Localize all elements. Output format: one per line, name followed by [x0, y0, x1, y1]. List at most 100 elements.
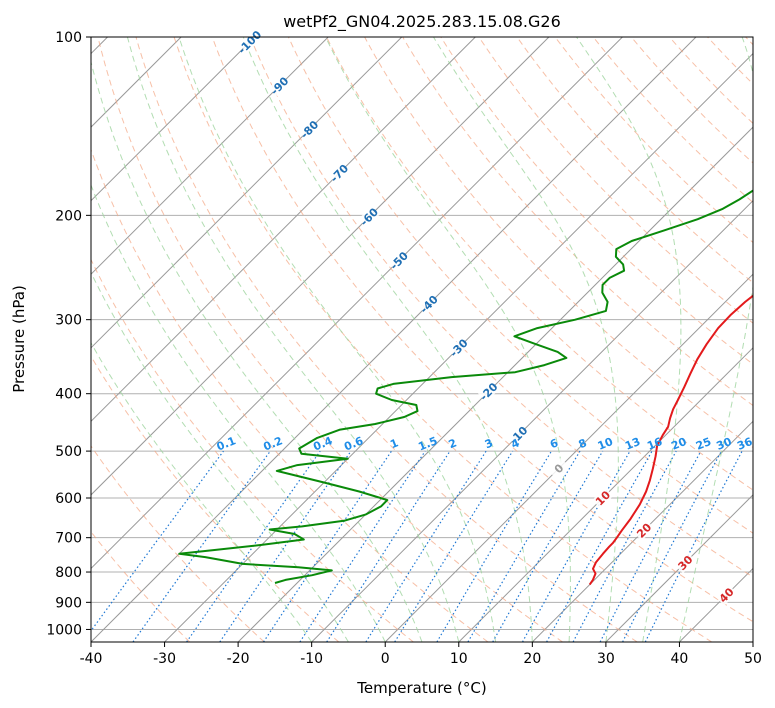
isotherm-label-bg	[328, 162, 350, 184]
dry-adiabat-line	[478, 37, 753, 324]
ticks-layer: -40 -30 -20 -10 0 10 20 30 40 50 100 200 300 400 500 60…	[46, 30, 762, 667]
dry-adiabat-line	[97, 37, 563, 642]
isotherm-label-bg	[388, 249, 410, 272]
mixing-ratio-label: 10	[596, 435, 615, 453]
isotherm-line	[91, 37, 623, 570]
series-layer	[178, 189, 753, 586]
mixing-ratio-line	[394, 450, 514, 642]
x-tick-label: 40	[671, 651, 689, 667]
dry-adiabat-line	[135, 37, 638, 642]
isotherm-label-bg	[548, 457, 570, 480]
mixing-ratio-label: 13	[623, 435, 642, 453]
grid-layer	[91, 37, 753, 642]
chart-title: wetPf2_GN04.2025.283.15.08.G26	[283, 12, 561, 32]
x-tick-label: 10	[450, 651, 468, 667]
mixing-ratio-label: 1	[388, 436, 400, 451]
isotherm-label-bg	[633, 519, 655, 541]
y-tick-label: 1000	[46, 622, 82, 638]
isotherm-label-bg	[298, 118, 320, 141]
dry-adiabat-line	[326, 37, 753, 491]
isotherm-line	[237, 126, 753, 642]
mixing-ratio-line	[186, 450, 321, 642]
mixing-ratio-line	[572, 450, 677, 642]
mixing-ratio-line	[91, 450, 224, 632]
y-tick-label: 200	[55, 208, 82, 224]
mixing-ratio-label: 36	[735, 435, 754, 453]
y-tick-label: 400	[55, 387, 82, 403]
x-tick-label: 0	[381, 651, 390, 667]
mixing-ratio-label: 3	[483, 436, 495, 451]
mixing-ratio-line	[263, 450, 392, 642]
x-tick-label: 50	[744, 651, 762, 667]
x-axis-label: Temperature (°C)	[356, 679, 486, 697]
dry-adiabat-line	[287, 37, 753, 534]
mixing-ratio-label: 2	[447, 436, 459, 451]
dewpoint-profile-line	[178, 189, 753, 584]
mixing-ratio-line	[132, 450, 271, 642]
isotherm-label-bg	[448, 337, 470, 359]
isotherm-line	[91, 37, 697, 642]
isotherm-label-bg	[715, 584, 737, 606]
x-tick-label: 20	[523, 651, 541, 667]
isotherm-line	[91, 37, 550, 496]
mixing-ratio-line	[546, 450, 653, 642]
dry-adiabat-line	[211, 37, 753, 623]
isotherm-line	[458, 347, 753, 642]
mixing-ratio-line	[299, 450, 426, 642]
isotherm-line	[384, 273, 753, 642]
moist-adiabat-line	[91, 271, 349, 642]
dry-adiabat-line	[249, 37, 753, 578]
isotherm-line	[91, 37, 476, 423]
mixing-ratio-label: 8	[577, 436, 589, 451]
y-axis-label: Pressure (hPa)	[10, 285, 28, 393]
y-tick-label: 500	[55, 444, 82, 460]
mixing-ratio-label: 20	[669, 435, 688, 453]
moist-adiabat-line	[325, 37, 571, 642]
y-tick-label: 300	[55, 313, 82, 329]
dry-adiabat-line	[592, 37, 753, 204]
dry-adiabat-line	[402, 37, 753, 407]
x-tick-label: -30	[153, 651, 176, 667]
isotherm-line	[164, 52, 753, 642]
y-tick-label: 800	[55, 565, 82, 581]
x-tick-label: 30	[597, 651, 615, 667]
isotherm-label-bg	[358, 206, 380, 228]
dry-adiabat-line	[91, 445, 265, 642]
mixing-ratio-line	[219, 450, 352, 642]
isotherm-line	[91, 37, 256, 202]
isotherm-line	[91, 37, 329, 275]
isotherm-label-bg	[592, 487, 614, 509]
y-tick-label: 900	[55, 595, 82, 611]
isotherm-label-bg	[477, 380, 500, 403]
dry-adiabat-line	[91, 258, 414, 642]
isotherm-line	[605, 494, 753, 642]
isotherm-line	[91, 37, 403, 349]
y-tick-label: 600	[55, 491, 82, 507]
moist-adiabat-line	[242, 37, 533, 642]
y-tick-label: 100	[55, 30, 82, 46]
moist-adiabat-line	[91, 60, 423, 642]
isotherm-label-bg	[418, 293, 440, 315]
isotherm-label-bg	[507, 424, 530, 446]
y-tick-label: 700	[55, 531, 82, 547]
mixing-ratio-label: 25	[694, 435, 713, 453]
mixing-ratio-label: 16	[645, 435, 664, 453]
x-tick-label: -20	[227, 651, 250, 667]
isotherm-label-bg	[674, 552, 696, 574]
moist-adiabat-line	[91, 183, 386, 642]
isotherm-line	[531, 420, 753, 642]
mixing-ratio-line	[326, 450, 451, 642]
x-tick-label: -10	[300, 651, 323, 667]
moist-adiabat-line	[178, 37, 497, 642]
mixing-ratio-label: 30	[715, 435, 734, 453]
moist-adiabat-line	[678, 37, 753, 642]
moist-adiabat-line	[576, 37, 682, 642]
moist-adiabat-line	[126, 37, 460, 642]
isotherm-label-bg	[268, 75, 291, 97]
plot-frame	[90, 36, 754, 643]
x-tick-label: -40	[80, 651, 103, 667]
dry-adiabat-line	[364, 37, 753, 449]
